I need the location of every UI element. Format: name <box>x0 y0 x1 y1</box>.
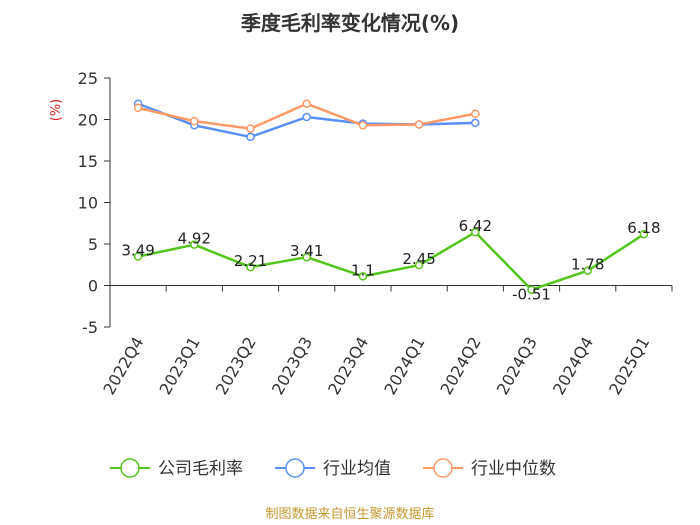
data-point <box>246 124 255 133</box>
x-tick-label: 2024Q4 <box>549 334 597 398</box>
data-point <box>583 266 592 275</box>
y-tick-label: 0 <box>88 277 98 296</box>
x-tick-label: 2023Q4 <box>324 334 372 398</box>
legend-item-1: 行业均值 <box>275 458 391 479</box>
data-point <box>246 132 255 142</box>
axes: -5 0 5 10 15 20 25 2022Q4 2023Q1 2023Q2 2023Q3 2023… <box>78 69 673 398</box>
x-tick-label: 2024Q1 <box>380 334 428 398</box>
data-point <box>414 120 424 129</box>
x-tick-label: 2024Q2 <box>437 334 485 398</box>
x-tick-label: 2023Q1 <box>156 334 204 398</box>
data-point <box>302 99 311 108</box>
x-tick-label: 2025Q1 <box>605 334 653 398</box>
y-axis-unit: (%) <box>49 99 64 122</box>
data-label: -0.51 <box>512 286 551 304</box>
legend-label: 行业均值 <box>323 459 391 479</box>
data-point <box>471 227 480 237</box>
y-tick-label: 15 <box>78 152 98 171</box>
x-tick-label: 2023Q2 <box>212 334 260 398</box>
data-point <box>302 252 311 262</box>
data-point <box>414 260 424 270</box>
data-point <box>246 262 255 272</box>
source-note: 制图数据来自恒生聚源数据库 <box>265 506 434 522</box>
data-label: 2.45 <box>402 250 435 268</box>
data-label: 6.42 <box>459 217 492 235</box>
y-tick-label: 5 <box>88 235 98 254</box>
legend-label: 公司毛利率 <box>158 459 243 479</box>
data-point <box>471 109 480 118</box>
data-label: 3.41 <box>290 242 323 260</box>
series-0: 3.49 4.92 2.21 3.41 1.1 2.45 6.42 -0.51 1.78 6.18 <box>121 217 660 304</box>
data-label: 1.78 <box>571 256 604 274</box>
legend-label: 行业中位数 <box>471 459 556 479</box>
series-layer: 3.49 4.92 2.21 3.41 1.1 2.45 6.42 -0.51 1.78 6.18 <box>121 99 661 304</box>
legend: 公司毛利率 行业均值 行业中位数 <box>110 458 556 479</box>
data-label: 1.1 <box>351 261 375 279</box>
data-point <box>302 112 311 122</box>
legend-item-2: 行业中位数 <box>423 458 556 479</box>
data-label: 2.21 <box>234 252 267 270</box>
chart-title: 季度毛利率变化情况(%) <box>240 11 459 35</box>
data-point <box>527 285 536 294</box>
series-2 <box>133 99 480 133</box>
data-point <box>358 272 368 281</box>
legend-marker <box>120 458 140 478</box>
x-tick-label: 2024Q3 <box>493 334 541 398</box>
series-line <box>137 230 645 291</box>
data-label: 6.18 <box>627 219 660 237</box>
data-point <box>471 118 480 128</box>
data-point <box>133 103 143 113</box>
legend-marker <box>433 458 453 478</box>
data-point <box>190 240 199 249</box>
y-tick-label: -5 <box>82 318 98 337</box>
x-tick-label: 2023Q3 <box>268 334 316 398</box>
data-point <box>358 121 368 130</box>
legend-item-0: 公司毛利率 <box>110 458 243 479</box>
data-label: 3.49 <box>121 242 154 260</box>
legend-marker <box>285 458 305 478</box>
data-point <box>639 229 649 239</box>
y-tick-label: 20 <box>78 111 98 130</box>
y-tick-label: 25 <box>78 69 98 88</box>
y-tick-label: 10 <box>78 194 98 213</box>
x-tick-label: 2022Q4 <box>99 334 147 398</box>
data-point <box>133 252 143 261</box>
data-label: 4.92 <box>178 230 211 248</box>
data-point <box>190 116 199 126</box>
